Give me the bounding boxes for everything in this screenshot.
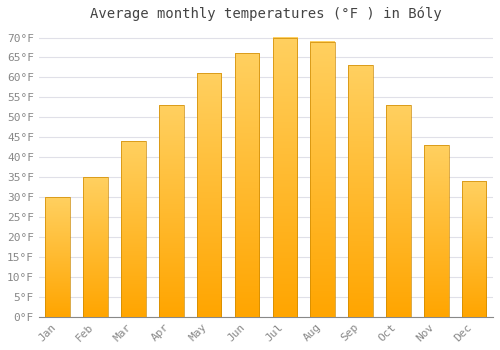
Bar [462,181,486,317]
Bar [46,197,70,317]
Bar [272,37,297,317]
Title: Average monthly temperatures (°F ) in Bóly: Average monthly temperatures (°F ) in Bó… [90,7,442,21]
Bar [84,177,108,317]
Bar [310,42,335,317]
Bar [197,74,222,317]
Bar [234,54,260,317]
Bar [424,145,448,317]
Bar [121,141,146,317]
Bar [159,105,184,317]
Bar [348,65,373,317]
Bar [386,105,410,317]
